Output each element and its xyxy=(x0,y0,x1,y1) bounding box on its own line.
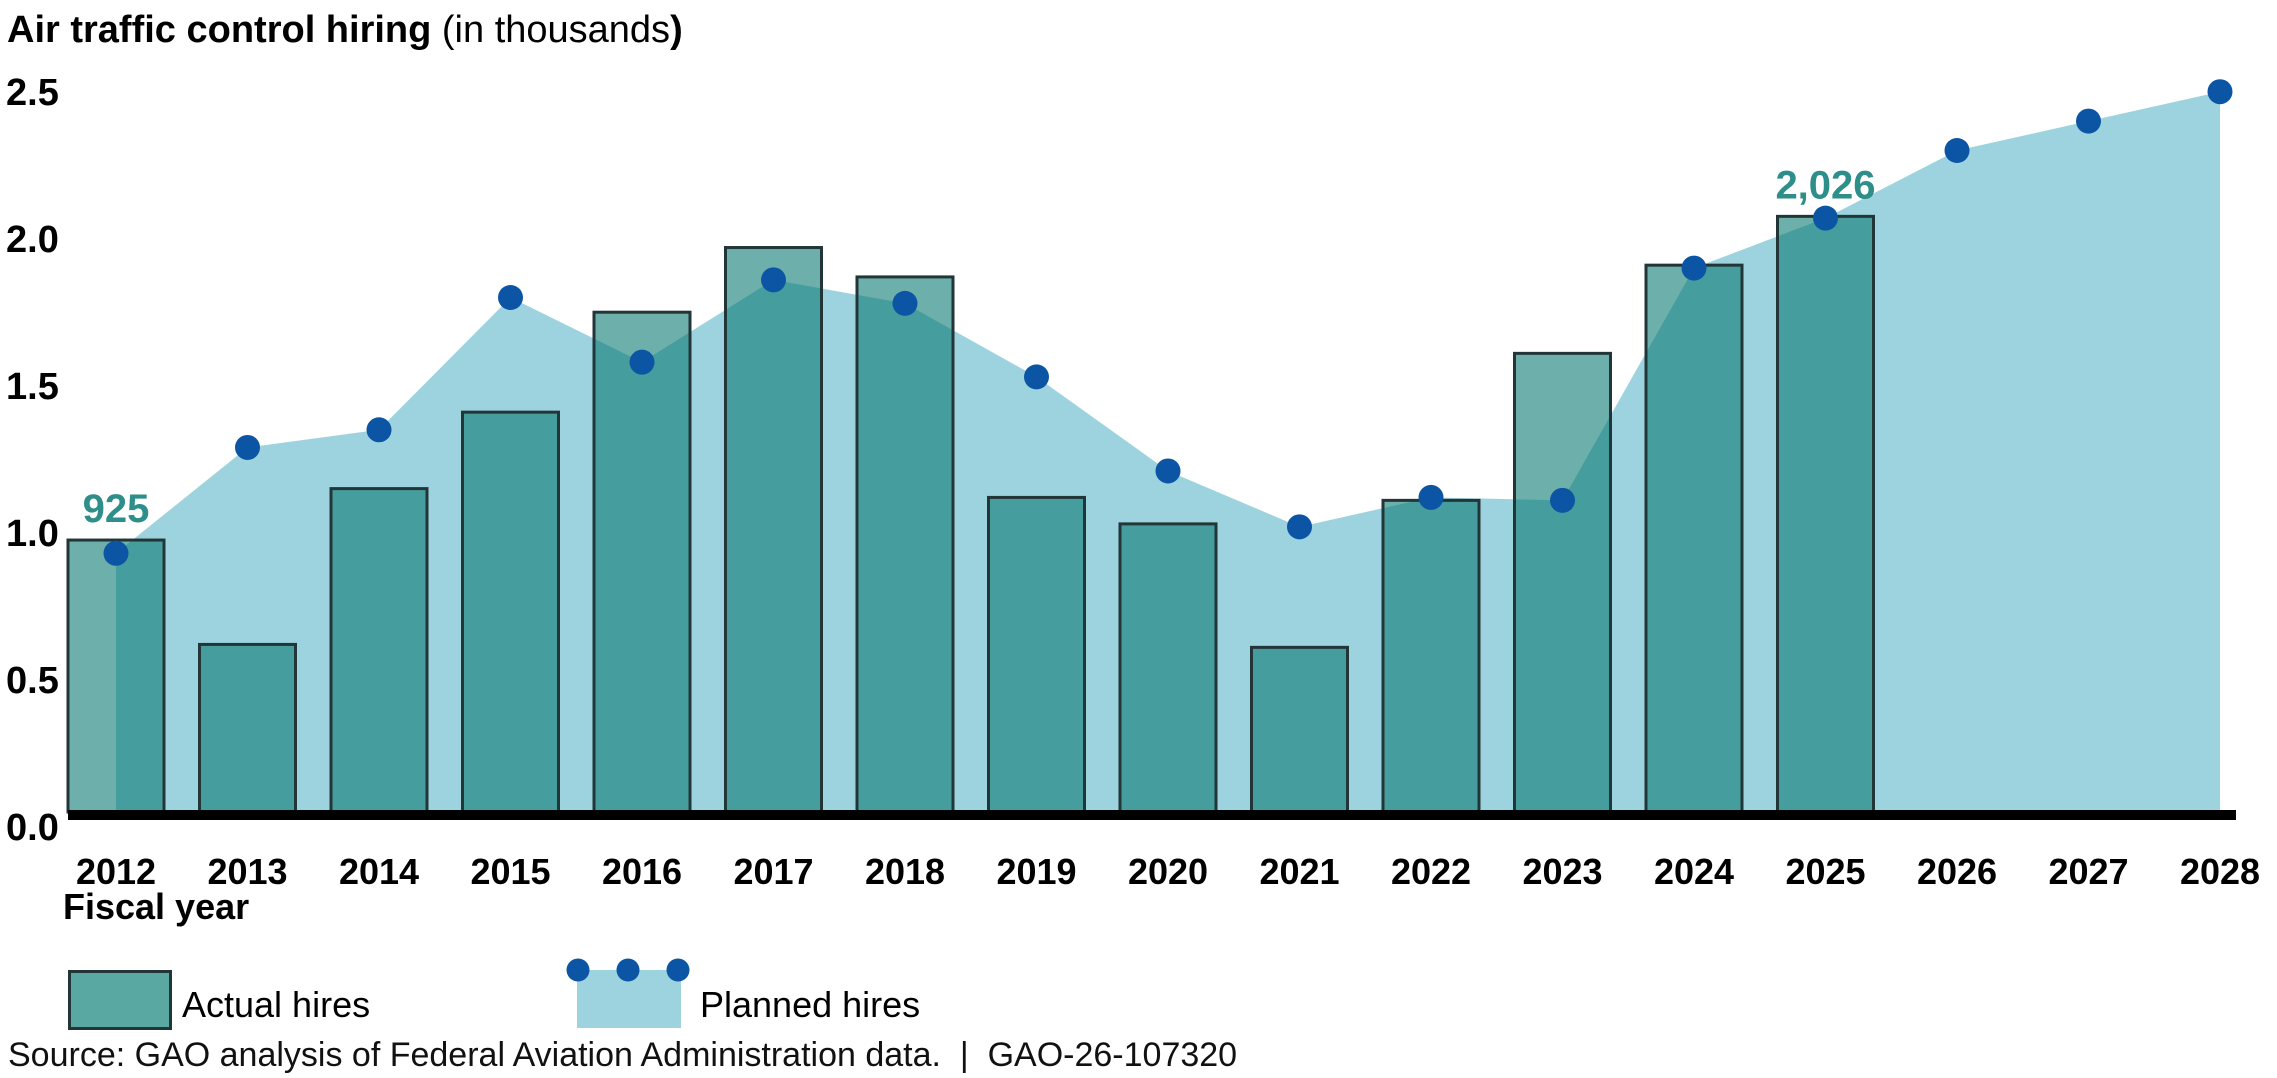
legend-planned-label: Planned hires xyxy=(700,984,921,1025)
planned-hires-dot-2025 xyxy=(1813,205,1838,231)
x-tick-label-2024: 2024 xyxy=(1654,851,1734,892)
x-tick-label-2023: 2023 xyxy=(1522,851,1602,892)
legend-actual-swatch xyxy=(68,970,172,1030)
y-tick-label-2.5: 2.5 xyxy=(6,72,59,114)
chart-title-close-paren: ) xyxy=(670,9,683,51)
planned-hires-dot-2013 xyxy=(235,434,260,460)
actual-hires-bar-2017 xyxy=(724,246,823,814)
actual-hires-bar-2014 xyxy=(329,487,429,814)
x-tick-label-2018: 2018 xyxy=(865,851,945,892)
actual-hires-bar-2016 xyxy=(592,310,692,814)
x-tick-label-2016: 2016 xyxy=(602,851,682,892)
legend-planned-dot-icon xyxy=(666,958,690,982)
x-tick-label-2012: 2012 xyxy=(76,851,156,892)
planned-hires-dot-2021 xyxy=(1287,514,1312,540)
planned-hires-dot-2017 xyxy=(761,267,786,293)
planned-hires-dot-2023 xyxy=(1550,487,1575,513)
y-tick-label-0.5: 0.5 xyxy=(6,660,59,702)
planned-hires-dot-2028 xyxy=(2207,79,2233,105)
x-tick-label-2028: 2028 xyxy=(2180,851,2260,892)
actual-hires-bar-2012 xyxy=(66,538,166,814)
x-tick-label-2027: 2027 xyxy=(2048,851,2128,892)
y-tick-label-2.0: 2.0 xyxy=(6,219,59,261)
x-axis-title: Fiscal year xyxy=(63,886,250,927)
data-callout-2025: 2,026 xyxy=(1775,163,1875,207)
actual-hires-bar-2021 xyxy=(1250,645,1349,814)
legend-actual-label: Actual hires xyxy=(182,984,371,1025)
x-axis-line xyxy=(68,810,2236,820)
legend-planned-dot-icon xyxy=(566,958,590,982)
actual-hires-bar-2013 xyxy=(198,642,297,814)
x-tick-label-2014: 2014 xyxy=(339,851,419,892)
data-callout-2012: 925 xyxy=(83,487,150,531)
planned-hires-dot-2018 xyxy=(892,290,918,316)
x-tick-label-2019: 2019 xyxy=(996,851,1076,892)
planned-hires-dot-2022 xyxy=(1418,484,1444,510)
actual-hires-bar-2023 xyxy=(1513,351,1612,814)
x-tick-label-2017: 2017 xyxy=(733,851,813,892)
actual-hires-bar-2015 xyxy=(461,410,560,814)
legend-planned-dot-icon xyxy=(616,958,640,982)
actual-hires-bar-2019 xyxy=(987,495,1086,814)
chart-title: Air traffic control hiring (in thousands… xyxy=(7,8,683,54)
chart-title-main: Air traffic control hiring xyxy=(7,9,442,51)
planned-hires-dot-2024 xyxy=(1681,255,1707,281)
planned-hires-dot-2015 xyxy=(498,285,523,310)
y-tick-label-1.0: 1.0 xyxy=(6,513,59,555)
chart-title-unit: (in thousands xyxy=(441,9,671,51)
planned-hires-dot-2027 xyxy=(2076,108,2101,134)
x-tick-label-2025: 2025 xyxy=(1785,851,1865,892)
x-tick-label-2021: 2021 xyxy=(1259,851,1339,892)
planned-hires-dot-2026 xyxy=(1944,138,1970,163)
actual-hires-bar-2022 xyxy=(1381,498,1481,814)
planned-hires-dot-2019 xyxy=(1024,364,1049,390)
actual-hires-bar-2025 xyxy=(1776,214,1875,814)
source-note: Source: GAO analysis of Federal Aviation… xyxy=(8,1036,1238,1074)
actual-hires-bar-2018 xyxy=(855,275,955,814)
y-tick-label-0.0: 0.0 xyxy=(6,807,59,849)
actual-hires-bar-2024 xyxy=(1644,263,1744,814)
planned-hires-dot-2020 xyxy=(1155,458,1181,484)
actual-hires-bar-2020 xyxy=(1118,522,1218,814)
x-tick-label-2022: 2022 xyxy=(1391,851,1471,892)
planned-hires-dot-2014 xyxy=(366,417,392,443)
x-tick-label-2026: 2026 xyxy=(1917,851,1997,892)
x-tick-label-2013: 2013 xyxy=(207,851,287,892)
planned-hires-dot-2012 xyxy=(103,540,129,566)
x-tick-label-2020: 2020 xyxy=(1128,851,1208,892)
y-tick-label-1.5: 1.5 xyxy=(6,366,59,408)
planned-hires-dot-2016 xyxy=(629,349,655,375)
x-tick-label-2015: 2015 xyxy=(470,851,550,892)
